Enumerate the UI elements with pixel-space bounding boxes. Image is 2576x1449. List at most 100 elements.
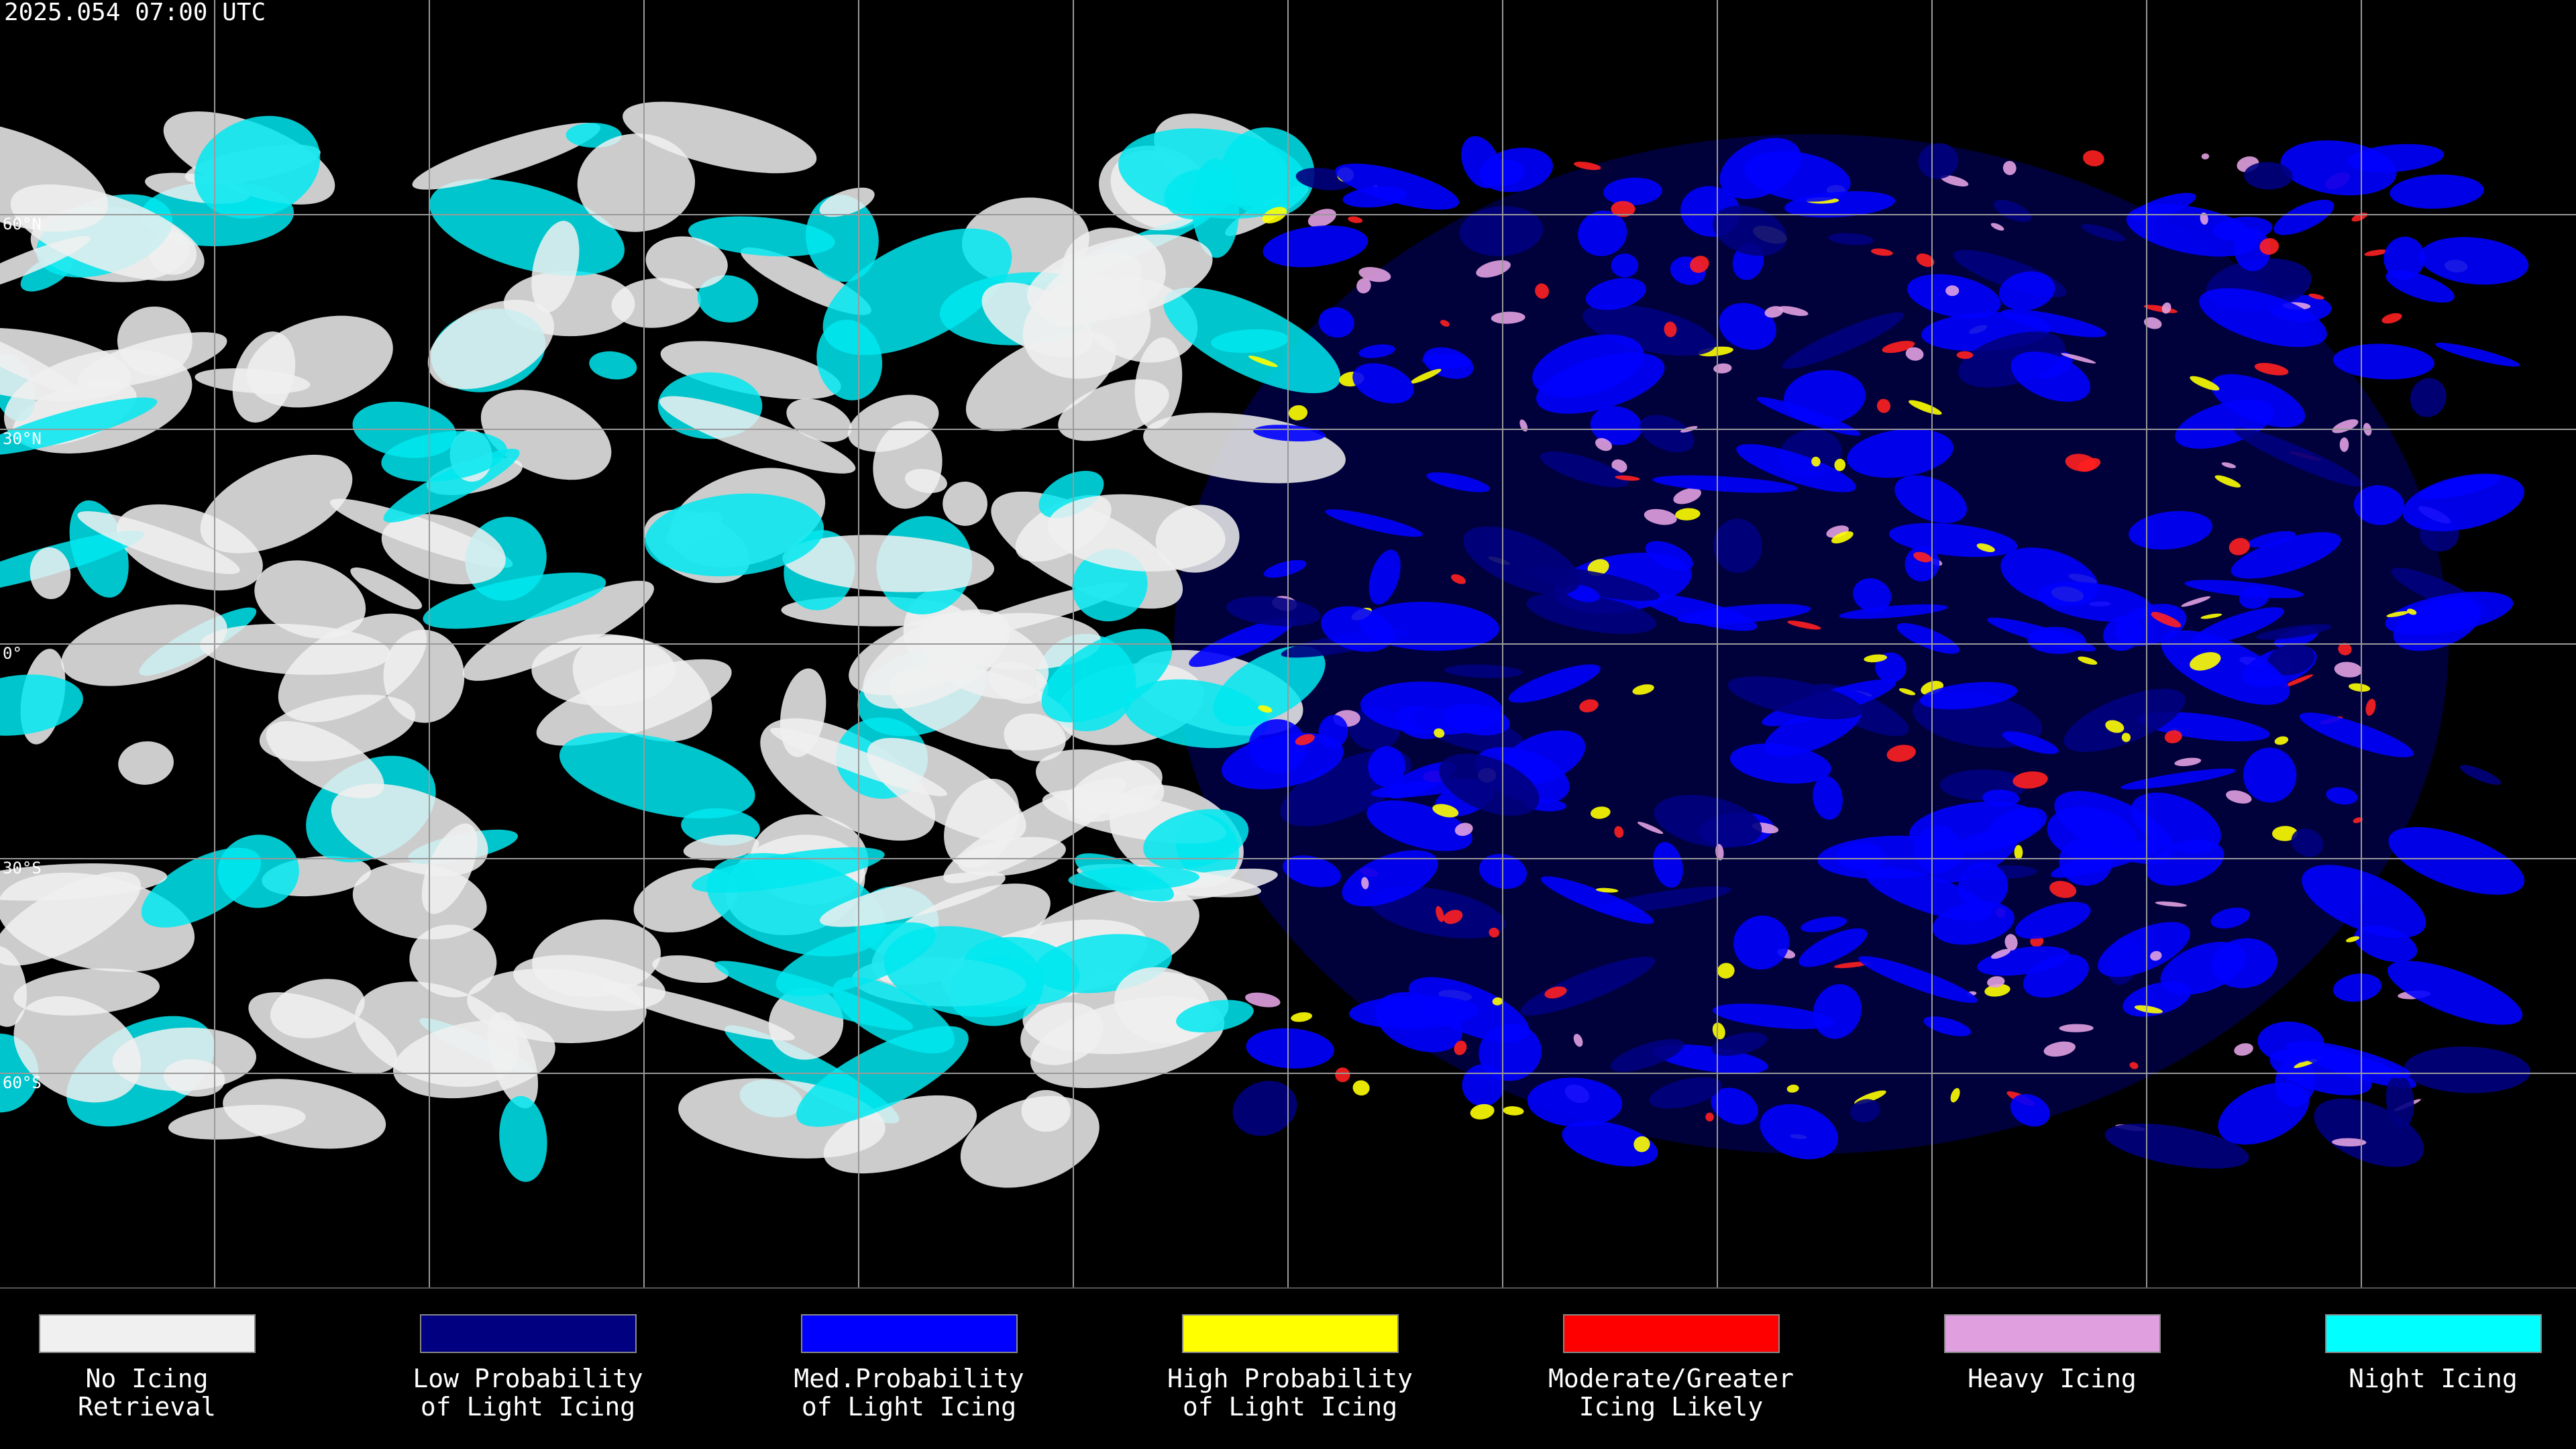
icing-cloud — [1359, 602, 1499, 651]
icing-cloud — [2015, 902, 2091, 939]
icing-cloud — [1352, 363, 1414, 404]
icing-cloud — [1585, 278, 1646, 311]
no-retrieval-cloud — [867, 738, 1026, 841]
icing-cloud — [1736, 443, 1856, 492]
icing-cloud — [2181, 596, 2211, 607]
no-retrieval-cloud — [331, 784, 488, 876]
night-icing-cloud — [796, 1026, 969, 1127]
timestamp: 2025.054 07:00 UTC — [4, 0, 266, 26]
icing-cloud — [2434, 342, 2520, 367]
icing-cloud — [1839, 604, 1948, 619]
icing-cloud — [2364, 249, 2388, 256]
icing-cloud — [1866, 867, 1992, 921]
icing-cloud — [1540, 451, 1629, 488]
icing-cloud — [2247, 531, 2296, 548]
icing-cloud — [2002, 160, 2017, 176]
icing-cloud — [2063, 688, 2186, 752]
icing-cloud — [1998, 271, 2055, 311]
icing-cloud — [2390, 174, 2484, 209]
icing-cloud — [1847, 429, 1953, 478]
icing-cloud — [1853, 578, 1892, 612]
no-retrieval-cloud — [350, 567, 423, 610]
night-icing-cloud — [1118, 128, 1307, 219]
icing-cloud — [1976, 543, 1995, 553]
no-retrieval-cloud — [1047, 494, 1226, 572]
legend-swatch — [1563, 1314, 1780, 1353]
no-retrieval-cloud — [0, 235, 91, 294]
icing-cloud — [1886, 745, 1916, 762]
icing-cloud — [1226, 596, 1321, 627]
icing-cloud — [1813, 775, 1843, 820]
no-retrieval-cloud — [531, 221, 580, 313]
icing-cloud — [1642, 594, 1758, 631]
legend-label: of Light Icing — [802, 1392, 1016, 1421]
no-retrieval-cloud — [0, 327, 131, 402]
night-icing-cloud — [1143, 809, 1249, 869]
no-retrieval-cloud — [623, 101, 817, 174]
icing-cloud — [1916, 253, 1935, 267]
no-retrieval-cloud — [958, 837, 1066, 876]
legend-swatch — [801, 1314, 1018, 1353]
icing-cloud — [2049, 881, 2077, 898]
icing-cloud — [2280, 140, 2397, 196]
icing-cloud — [2014, 845, 2023, 860]
icing-cloud — [1527, 1077, 1623, 1127]
night-icing-cloud — [1068, 866, 1200, 891]
legend-label: Night Icing — [2349, 1364, 2518, 1393]
icing-cloud — [2365, 698, 2376, 716]
icing-cloud — [1756, 396, 1861, 436]
icing-cloud — [1611, 201, 1635, 217]
night-icing-cloud — [141, 847, 262, 928]
icing-cloud — [1649, 1077, 1723, 1109]
icing-cloud — [1519, 419, 1528, 432]
icing-cloud — [2299, 712, 2414, 757]
night-icing-cloud — [1213, 645, 1326, 727]
night-icing-cloud — [1041, 629, 1173, 722]
no-retrieval-cloud — [13, 968, 160, 1016]
no-retrieval-cloud — [577, 133, 696, 232]
icing-cloud — [1443, 910, 1463, 924]
icing-cloud — [2339, 437, 2349, 452]
icing-cloud — [1603, 177, 1662, 206]
icing-cloud — [2332, 343, 2434, 380]
icing-cloud — [2065, 453, 2096, 472]
icing-cloud — [1787, 621, 1821, 630]
night-icing-cloud — [0, 397, 158, 455]
icing-cloud — [1590, 806, 1611, 819]
no-retrieval-cloud — [412, 122, 601, 190]
latitude-label: 0° — [3, 644, 22, 663]
icing-cloud — [1610, 1038, 1684, 1072]
icing-cloud — [1652, 1044, 1768, 1074]
icing-cloud — [1462, 526, 1580, 595]
icing-cloud — [1712, 205, 1787, 256]
icing-cloud — [1461, 136, 1501, 189]
night-icing-cloud — [194, 115, 321, 219]
icing-cloud — [1633, 1136, 1650, 1152]
icing-cloud — [1799, 928, 1868, 967]
no-retrieval-cloud — [943, 481, 987, 526]
icing-cloud — [1909, 400, 1942, 415]
icing-cloud — [2255, 624, 2332, 640]
icing-cloud — [1288, 405, 1308, 421]
icing-cloud — [1654, 794, 1762, 848]
icing-cloud — [1508, 664, 1601, 703]
icing-cloud — [1876, 398, 1891, 413]
icing-cloud — [1870, 248, 1893, 256]
legend-label: Med.Probability — [794, 1364, 1024, 1393]
icing-cloud — [1614, 826, 1624, 838]
legend-label: No Icing — [85, 1364, 208, 1393]
no-retrieval-cloud — [819, 871, 1006, 927]
icing-cloud — [1432, 804, 1459, 818]
night-icing-cloud — [822, 228, 1012, 356]
icing-cloud — [1526, 593, 1657, 635]
icing-cloud — [1579, 699, 1599, 712]
night-icing-cloud — [1163, 287, 1341, 394]
icing-cloud — [2404, 1046, 2531, 1093]
icing-cloud — [2078, 656, 2098, 665]
legend-label: High Probability — [1167, 1364, 1413, 1393]
latitude-label: 60°N — [3, 215, 42, 233]
icing-cloud — [2332, 973, 2382, 1002]
icing-cloud — [1462, 1064, 1504, 1107]
latitude-label: 30°N — [3, 429, 42, 448]
